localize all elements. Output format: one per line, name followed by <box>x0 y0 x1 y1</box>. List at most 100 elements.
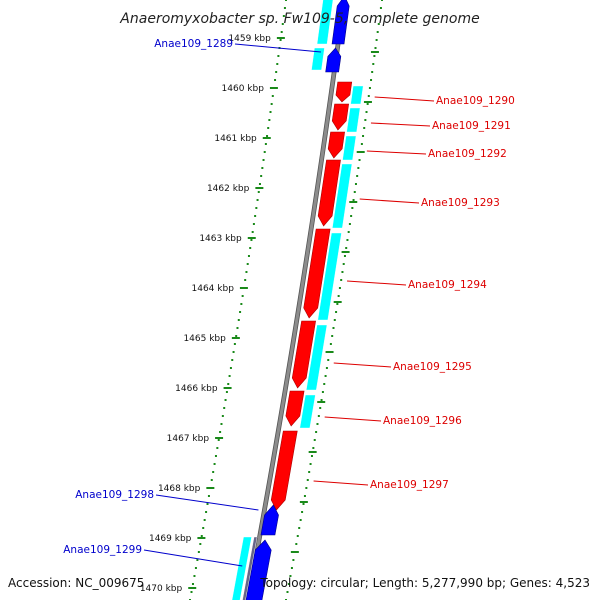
gene-label-anae109-1296[interactable]: Anae109_1296 <box>383 415 462 427</box>
inner-scale-rail-dot <box>262 159 265 161</box>
outer-scale-rail-dot <box>327 359 330 361</box>
inner-scale-rail-dot <box>247 255 250 257</box>
inner-scale-rail-dot <box>258 183 261 185</box>
gene-label-anae109-1298[interactable]: Anae109_1298 <box>75 489 154 501</box>
inner-scale-rail-dot <box>236 327 239 329</box>
inner-scale-rail-dot <box>214 455 217 457</box>
inner-scale-rail-dot <box>206 503 209 505</box>
outer-scale-rail-dot <box>335 311 338 313</box>
inner-scale-rail-dot <box>194 567 197 569</box>
inner-scale-rail-dot <box>263 151 266 153</box>
outer-scale-rail-dot <box>353 191 356 193</box>
inner-scale-rail-dot <box>210 479 213 481</box>
outer-scale-rail-dot <box>308 471 311 473</box>
inner-scale-rail-dot <box>244 279 247 281</box>
tick-label: 1460 kbp <box>222 84 265 94</box>
outer-scale-rail-dot <box>312 447 315 449</box>
inner-scale-rail-dot <box>216 447 219 449</box>
tick-label: 1463 kbp <box>199 234 242 244</box>
outer-scale-rail-dot <box>360 143 363 145</box>
forward-gene-arrow <box>285 390 305 427</box>
gene-label-leader <box>333 362 392 368</box>
gene-label-anae109-1294[interactable]: Anae109_1294 <box>408 279 487 291</box>
inner-scale-rail-dot <box>274 79 277 81</box>
inner-scale-rail-dot <box>193 575 196 577</box>
outer-scale-rail-dot <box>301 511 304 513</box>
tick-label: 1465 kbp <box>183 334 226 344</box>
inner-scale-rail-dot <box>266 135 269 137</box>
inner-scale-rail-dot <box>270 103 273 105</box>
outer-scale-rail-dot <box>376 31 379 33</box>
inner-scale-rail-dot <box>261 167 264 169</box>
gene-label-anae109-1297[interactable]: Anae109_1297 <box>370 479 449 491</box>
gene-label-anae109-1299[interactable]: Anae109_1299 <box>63 544 142 556</box>
outer-scale-rail-dot <box>316 423 319 425</box>
outer-scale-rail-dot <box>347 231 350 233</box>
outer-scale-rail-dot <box>356 175 359 177</box>
outer-scale-rail-dot <box>351 207 354 209</box>
outer-scale-rail-dot <box>367 95 370 97</box>
outer-scale-rail-dot <box>287 583 290 585</box>
gene-label-leader <box>143 549 243 567</box>
genome-summary-text: Topology: circular; Length: 5,277,990 bp… <box>259 576 590 590</box>
inner-scale-rail-dot <box>240 303 243 305</box>
outer-scale-rail-dot <box>368 87 371 89</box>
inner-scale-rail-dot <box>205 511 208 513</box>
inner-scale-rail-dot <box>277 55 280 57</box>
gene-label-anae109-1295[interactable]: Anae109_1295 <box>393 361 472 373</box>
gene-label-anae109-1291[interactable]: Anae109_1291 <box>432 120 511 132</box>
inner-scale-rail-dot <box>191 583 194 585</box>
outer-scale-rail-dot <box>309 463 312 465</box>
tick-label: 1459 kbp <box>228 34 271 44</box>
inner-scale-rail-dot <box>231 359 234 361</box>
outer-scale-rail-dot <box>320 399 323 401</box>
outer-scale-rail-dot <box>305 487 308 489</box>
forward-gene-arrow <box>270 430 298 511</box>
outer-scale-rail-dot <box>321 391 324 393</box>
outer-scale-rail-dot <box>354 183 357 185</box>
reverse-track-strip <box>311 47 325 71</box>
inner-scale-rail-dot <box>282 15 285 17</box>
outer-scale-rail-dot <box>363 127 366 129</box>
inner-scale-rail-dot <box>200 535 203 537</box>
outer-scale-rail-dot <box>357 167 360 169</box>
inner-scale-rail-dot <box>264 143 267 145</box>
gene-label-anae109-1289[interactable]: Anae109_1289 <box>154 38 233 50</box>
forward-gene-arrow <box>317 159 341 227</box>
inner-scale-rail-dot <box>190 591 193 593</box>
outer-scale-rail-dot <box>341 271 344 273</box>
outer-scale-rail-dot <box>366 103 369 105</box>
outer-scale-rail-dot <box>342 263 345 265</box>
outer-scale-rail-dot <box>348 223 351 225</box>
inner-scale-rail-dot <box>267 127 270 129</box>
outer-scale-rail-dot <box>373 55 376 57</box>
outer-scale-rail-dot <box>299 519 302 521</box>
inner-scale-rail-dot <box>225 391 228 393</box>
inner-scale-rail-dot <box>251 231 254 233</box>
outer-scale-rail-dot <box>317 415 320 417</box>
inner-scale-rail-dot <box>246 263 249 265</box>
accession-text: Accession: NC_009675 <box>8 576 144 590</box>
tick-label: 1464 kbp <box>192 284 235 294</box>
outer-scale-rail-dot <box>350 215 353 217</box>
tick-label: 1467 kbp <box>167 434 210 444</box>
outer-scale-rail-dot <box>340 279 343 281</box>
outer-scale-rail-dot <box>306 479 309 481</box>
outer-scale-rail-dot <box>296 535 299 537</box>
gene-label-anae109-1293[interactable]: Anae109_1293 <box>421 197 500 209</box>
inner-scale-rail-dot <box>254 215 257 217</box>
forward-track-strip <box>342 135 357 161</box>
inner-scale-rail-dot <box>207 495 210 497</box>
reverse-track-strip <box>316 0 334 45</box>
inner-scale-rail-dot <box>276 63 279 65</box>
gene-label-anae109-1292[interactable]: Anae109_1292 <box>428 148 507 160</box>
outer-scale-rail-dot <box>324 375 327 377</box>
outer-scale-rail-dot <box>358 159 361 161</box>
outer-scale-rail-dot <box>289 575 292 577</box>
gene-label-anae109-1290[interactable]: Anae109_1290 <box>436 95 515 107</box>
inner-scale-rail-dot <box>269 111 272 113</box>
outer-scale-rail-dot <box>329 343 332 345</box>
outer-scale-rail-dot <box>313 439 316 441</box>
outer-scale-rail-dot <box>371 71 374 73</box>
inner-scale-rail-dot <box>197 551 200 553</box>
